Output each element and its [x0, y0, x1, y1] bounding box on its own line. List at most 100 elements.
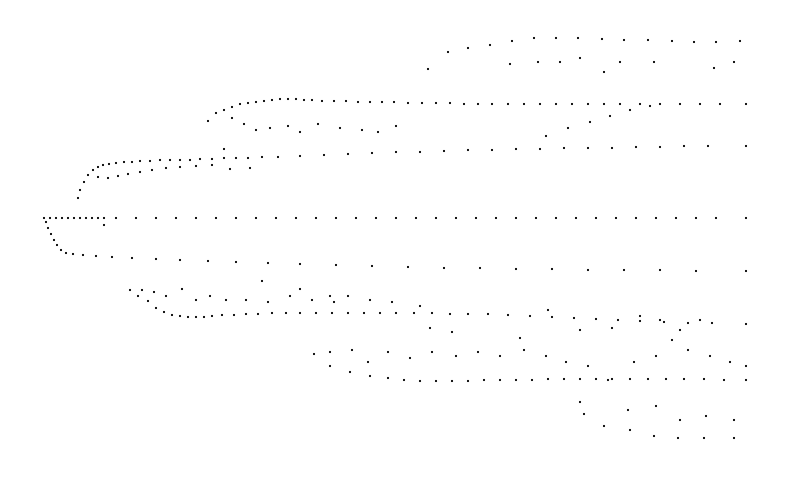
scatter-point [648, 104, 652, 108]
scatter-point [714, 40, 718, 44]
scatter-point [242, 122, 246, 126]
scatter-point [686, 348, 690, 352]
scatter-point [168, 158, 172, 162]
scatter-point [522, 348, 526, 352]
scatter-point [206, 259, 210, 263]
scatter-point [84, 216, 88, 220]
scatter-point [220, 313, 224, 317]
scatter-point [602, 102, 606, 106]
scatter-point [428, 326, 432, 330]
scatter-point [694, 216, 698, 220]
scatter-point [406, 101, 410, 105]
scatter-point [430, 311, 434, 315]
scatter-point [154, 306, 158, 310]
scatter-point [286, 124, 290, 128]
scatter-point [106, 176, 110, 180]
scatter-point [266, 300, 270, 304]
scatter-point [71, 252, 75, 256]
scatter-point [344, 99, 348, 103]
scatter-point [46, 226, 50, 230]
scatter-point [562, 377, 566, 381]
scatter-point [294, 216, 298, 220]
scatter-point [570, 102, 574, 106]
scatter-point [64, 251, 68, 255]
scatter-point [394, 150, 398, 154]
scatter-point [210, 157, 214, 161]
scatter-point [706, 144, 710, 148]
scatter-point [94, 254, 98, 258]
scatter-point [528, 314, 532, 318]
scatter-point [508, 62, 512, 66]
scatter-point [426, 67, 430, 71]
scatter-point [178, 165, 182, 169]
scatter-point [262, 99, 266, 103]
scatter-point [664, 377, 668, 381]
scatter-point [610, 146, 614, 150]
scatter-point [698, 318, 702, 322]
scatter-point [506, 102, 510, 106]
scatter-point [514, 378, 518, 382]
scatter-point [194, 315, 198, 319]
scatter-point [86, 173, 90, 177]
scatter-point [298, 287, 302, 291]
scatter-point [178, 258, 182, 262]
scatter-point [402, 378, 406, 382]
scatter-point [230, 105, 234, 109]
scatter-point [674, 216, 678, 220]
scatter-point [446, 50, 450, 54]
scatter-point [270, 311, 274, 315]
scatter-point [744, 216, 748, 220]
scatter-point [420, 101, 424, 105]
scatter-point [694, 269, 698, 273]
scatter-point [386, 376, 390, 380]
scatter-point [478, 266, 482, 270]
scatter-point [586, 146, 590, 150]
scatter-point [130, 256, 134, 260]
scatter-point [334, 263, 338, 267]
scatter-point [254, 128, 258, 132]
scatter-point [138, 159, 142, 163]
scatter-point [346, 152, 350, 156]
scatter-point [482, 378, 486, 382]
scatter-point [138, 170, 142, 174]
scatter-point [628, 108, 632, 112]
scatter-point [622, 38, 626, 42]
scatter-point [494, 216, 498, 220]
scatter-point [72, 216, 76, 220]
scatter-point [148, 159, 152, 163]
scatter-point [704, 414, 708, 418]
scatter-point [82, 180, 86, 184]
scatter-point [116, 174, 120, 178]
scatter-point [744, 144, 748, 148]
scatter-point [658, 268, 662, 272]
scatter-point [270, 98, 274, 102]
scatter-point [390, 300, 394, 304]
scatter-point [44, 220, 48, 224]
scatter-point [448, 101, 452, 105]
scatter-point [206, 119, 210, 123]
scatter-point [406, 265, 410, 269]
scatter-point [260, 279, 264, 283]
scatter-point [136, 294, 140, 298]
scatter-point [49, 232, 53, 236]
scatter-point [208, 294, 212, 298]
scatter-point [476, 350, 480, 354]
scatter-point [362, 311, 366, 315]
scatter-point [586, 102, 590, 106]
scatter-point [310, 298, 314, 302]
scatter-point [370, 264, 374, 268]
scatter-point [518, 336, 522, 340]
scatter-point [378, 311, 382, 315]
scatter-point [55, 243, 59, 247]
scatter-point [610, 377, 614, 381]
scatter-point [608, 114, 612, 118]
scatter-point [246, 101, 250, 105]
scatter-point [374, 216, 378, 220]
scatter-point [712, 66, 716, 70]
scatter-point [670, 39, 674, 43]
scatter-point [654, 404, 658, 408]
scatter-point [101, 163, 105, 167]
scatter-point [602, 70, 606, 74]
scatter-point [256, 312, 260, 316]
scatter-point [234, 156, 238, 160]
